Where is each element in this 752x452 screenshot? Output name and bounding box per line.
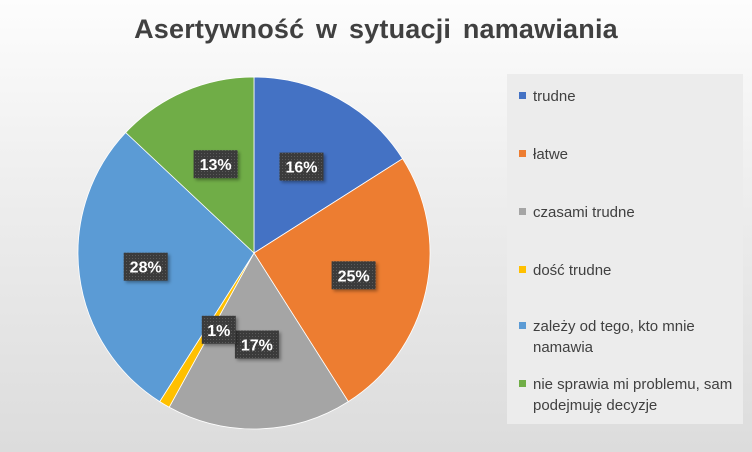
data-label: 17% bbox=[234, 330, 279, 359]
legend-swatch bbox=[519, 208, 526, 215]
data-label: 1% bbox=[201, 315, 236, 344]
legend-item: czasami trudne bbox=[519, 202, 743, 223]
legend-label: dość trudne bbox=[533, 262, 612, 279]
legend-label: zależy od tego, kto mnie namawia bbox=[533, 318, 695, 356]
legend-label: czasami trudne bbox=[533, 204, 635, 221]
legend-swatch bbox=[519, 380, 526, 387]
data-label-text: 13% bbox=[200, 157, 232, 174]
data-label-text: 1% bbox=[207, 323, 230, 340]
data-label-box bbox=[234, 330, 279, 359]
data-label-text: 16% bbox=[285, 160, 317, 177]
pie-slice bbox=[253, 76, 404, 254]
data-label-text: 28% bbox=[130, 260, 162, 277]
legend-item: zależy od tego, kto mnie namawia bbox=[519, 316, 743, 358]
data-label-text: 25% bbox=[338, 268, 370, 285]
legend-label: nie sprawia mi problemu, sam podejmuję d… bbox=[533, 376, 733, 414]
chart-title: Asertywność w sytuacji namawiania bbox=[134, 14, 618, 44]
data-label-text: 17% bbox=[241, 338, 273, 355]
legend-item: dość trudne bbox=[519, 260, 743, 281]
data-label-box bbox=[201, 315, 236, 344]
legend-item: nie sprawia mi problemu, sam podejmuję d… bbox=[519, 374, 743, 416]
data-label-box bbox=[279, 152, 324, 181]
legend-item: łatwe bbox=[519, 144, 743, 165]
legend: trudne łatwe czasami trudne dość trudne zal… bbox=[507, 74, 743, 424]
data-label: 13% bbox=[193, 150, 238, 179]
data-label-box bbox=[123, 252, 168, 281]
legend-label: łatwe bbox=[533, 146, 569, 163]
data-label: 25% bbox=[331, 261, 376, 290]
data-label-box bbox=[331, 261, 376, 290]
data-label: 28% bbox=[123, 252, 168, 281]
legend-label: trudne bbox=[533, 88, 576, 105]
data-label-box bbox=[193, 150, 238, 179]
legend-swatch bbox=[519, 150, 526, 157]
data-label: 16% bbox=[279, 152, 324, 181]
legend-swatch bbox=[519, 266, 526, 273]
pie-slice bbox=[125, 76, 255, 254]
legend-swatch bbox=[519, 322, 526, 329]
legend-swatch bbox=[519, 92, 526, 99]
pie-data-labels: 16% 25% 17% 1% 28% 13% bbox=[123, 150, 376, 359]
legend-item: trudne bbox=[519, 86, 743, 107]
